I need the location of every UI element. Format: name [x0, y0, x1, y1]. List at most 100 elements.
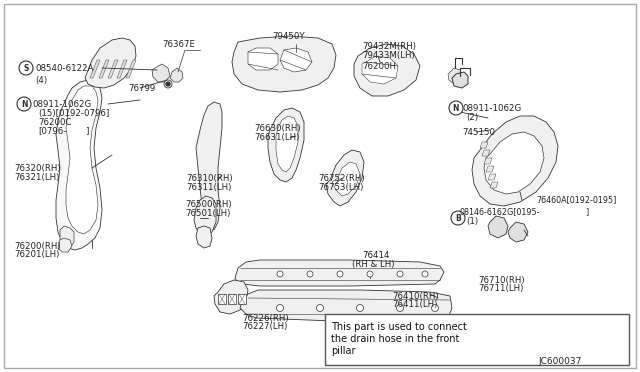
- Text: 76799: 76799: [128, 83, 156, 93]
- Text: 08911-1062G: 08911-1062G: [462, 103, 521, 112]
- Text: 76200H: 76200H: [362, 61, 396, 71]
- Text: 08540-6122A: 08540-6122A: [35, 64, 93, 73]
- Polygon shape: [362, 56, 398, 84]
- Circle shape: [451, 211, 465, 225]
- Text: (2): (2): [466, 112, 478, 122]
- Polygon shape: [448, 68, 462, 84]
- Text: 76200C: 76200C: [38, 118, 72, 126]
- Polygon shape: [326, 150, 364, 206]
- Circle shape: [397, 271, 403, 277]
- Text: ]: ]: [585, 208, 588, 217]
- Text: 76320(RH): 76320(RH): [14, 164, 61, 173]
- Circle shape: [307, 271, 313, 277]
- Circle shape: [164, 80, 172, 88]
- Bar: [238, 294, 246, 304]
- Circle shape: [17, 97, 31, 111]
- Text: 76227(LH): 76227(LH): [242, 323, 287, 331]
- Polygon shape: [152, 64, 170, 82]
- Text: 76631(LH): 76631(LH): [254, 132, 300, 141]
- Polygon shape: [268, 108, 304, 182]
- Circle shape: [277, 271, 283, 277]
- Polygon shape: [196, 226, 212, 248]
- Text: 79450Y: 79450Y: [272, 32, 305, 41]
- Text: ]: ]: [85, 126, 88, 135]
- Text: 76310(RH): 76310(RH): [186, 173, 232, 183]
- Polygon shape: [66, 86, 98, 234]
- Text: 76201(LH): 76201(LH): [14, 250, 60, 260]
- Polygon shape: [108, 60, 118, 78]
- Polygon shape: [194, 196, 216, 236]
- Circle shape: [276, 305, 284, 311]
- Text: 76501(LH): 76501(LH): [185, 208, 230, 218]
- Text: 08146-6162G[0195-: 08146-6162G[0195-: [460, 208, 541, 217]
- Circle shape: [317, 305, 323, 311]
- Text: 76711(LH): 76711(LH): [478, 285, 524, 294]
- Text: B: B: [455, 214, 461, 222]
- Text: 76414: 76414: [362, 251, 390, 260]
- Polygon shape: [117, 60, 127, 78]
- Polygon shape: [240, 290, 452, 322]
- Polygon shape: [90, 60, 100, 78]
- Text: 76710(RH): 76710(RH): [478, 276, 525, 285]
- Text: 76630(RH): 76630(RH): [254, 124, 301, 132]
- Polygon shape: [235, 260, 444, 286]
- Polygon shape: [472, 116, 558, 206]
- Text: (4): (4): [35, 76, 47, 84]
- Text: 76500(RH): 76500(RH): [185, 199, 232, 208]
- Circle shape: [431, 305, 438, 311]
- Text: N: N: [20, 99, 28, 109]
- Polygon shape: [480, 142, 488, 148]
- Text: 79433M(LH): 79433M(LH): [362, 51, 415, 60]
- Text: [0796-: [0796-: [38, 126, 67, 135]
- Polygon shape: [99, 60, 109, 78]
- Polygon shape: [170, 68, 183, 82]
- Circle shape: [166, 82, 170, 86]
- Text: 745150: 745150: [462, 128, 495, 137]
- Circle shape: [356, 305, 364, 311]
- Text: 76411(LH): 76411(LH): [392, 301, 437, 310]
- Bar: [228, 294, 236, 304]
- Polygon shape: [508, 222, 528, 242]
- Polygon shape: [248, 48, 278, 70]
- Polygon shape: [276, 116, 298, 172]
- Polygon shape: [354, 44, 420, 96]
- Polygon shape: [196, 102, 222, 230]
- Text: (15)[0192-0796]: (15)[0192-0796]: [38, 109, 109, 118]
- Polygon shape: [484, 132, 544, 194]
- Text: JC600037: JC600037: [538, 357, 581, 366]
- Polygon shape: [60, 226, 74, 248]
- Polygon shape: [490, 182, 498, 188]
- Polygon shape: [56, 80, 102, 250]
- Bar: [218, 294, 226, 304]
- Polygon shape: [482, 150, 490, 156]
- Polygon shape: [488, 174, 496, 180]
- Polygon shape: [488, 216, 508, 238]
- Text: 08911-1062G: 08911-1062G: [32, 99, 92, 109]
- Polygon shape: [232, 36, 336, 92]
- Text: (1): (1): [466, 217, 478, 225]
- Text: 76460A[0192-0195]: 76460A[0192-0195]: [536, 196, 616, 205]
- Circle shape: [367, 271, 373, 277]
- Polygon shape: [85, 38, 136, 88]
- Circle shape: [397, 305, 403, 311]
- Text: 76752(RH): 76752(RH): [318, 173, 365, 183]
- Text: 79432M(RH): 79432M(RH): [362, 42, 416, 51]
- Text: S: S: [23, 64, 29, 73]
- Polygon shape: [332, 162, 360, 196]
- Text: 76410(RH): 76410(RH): [392, 292, 438, 301]
- Text: 76311(LH): 76311(LH): [186, 183, 232, 192]
- Polygon shape: [452, 72, 468, 88]
- Polygon shape: [484, 158, 492, 164]
- Polygon shape: [280, 48, 312, 72]
- Bar: [325, 314, 629, 365]
- Circle shape: [449, 101, 463, 115]
- Text: This part is used to connect
the drain hose in the front
pillar: This part is used to connect the drain h…: [331, 323, 467, 356]
- Polygon shape: [486, 166, 494, 172]
- Text: 76753(LH): 76753(LH): [318, 183, 364, 192]
- Text: 76367E: 76367E: [162, 39, 195, 48]
- Polygon shape: [126, 60, 136, 78]
- Text: (RH & LH): (RH & LH): [352, 260, 394, 269]
- Text: N: N: [452, 103, 460, 112]
- Circle shape: [422, 271, 428, 277]
- Polygon shape: [58, 238, 72, 252]
